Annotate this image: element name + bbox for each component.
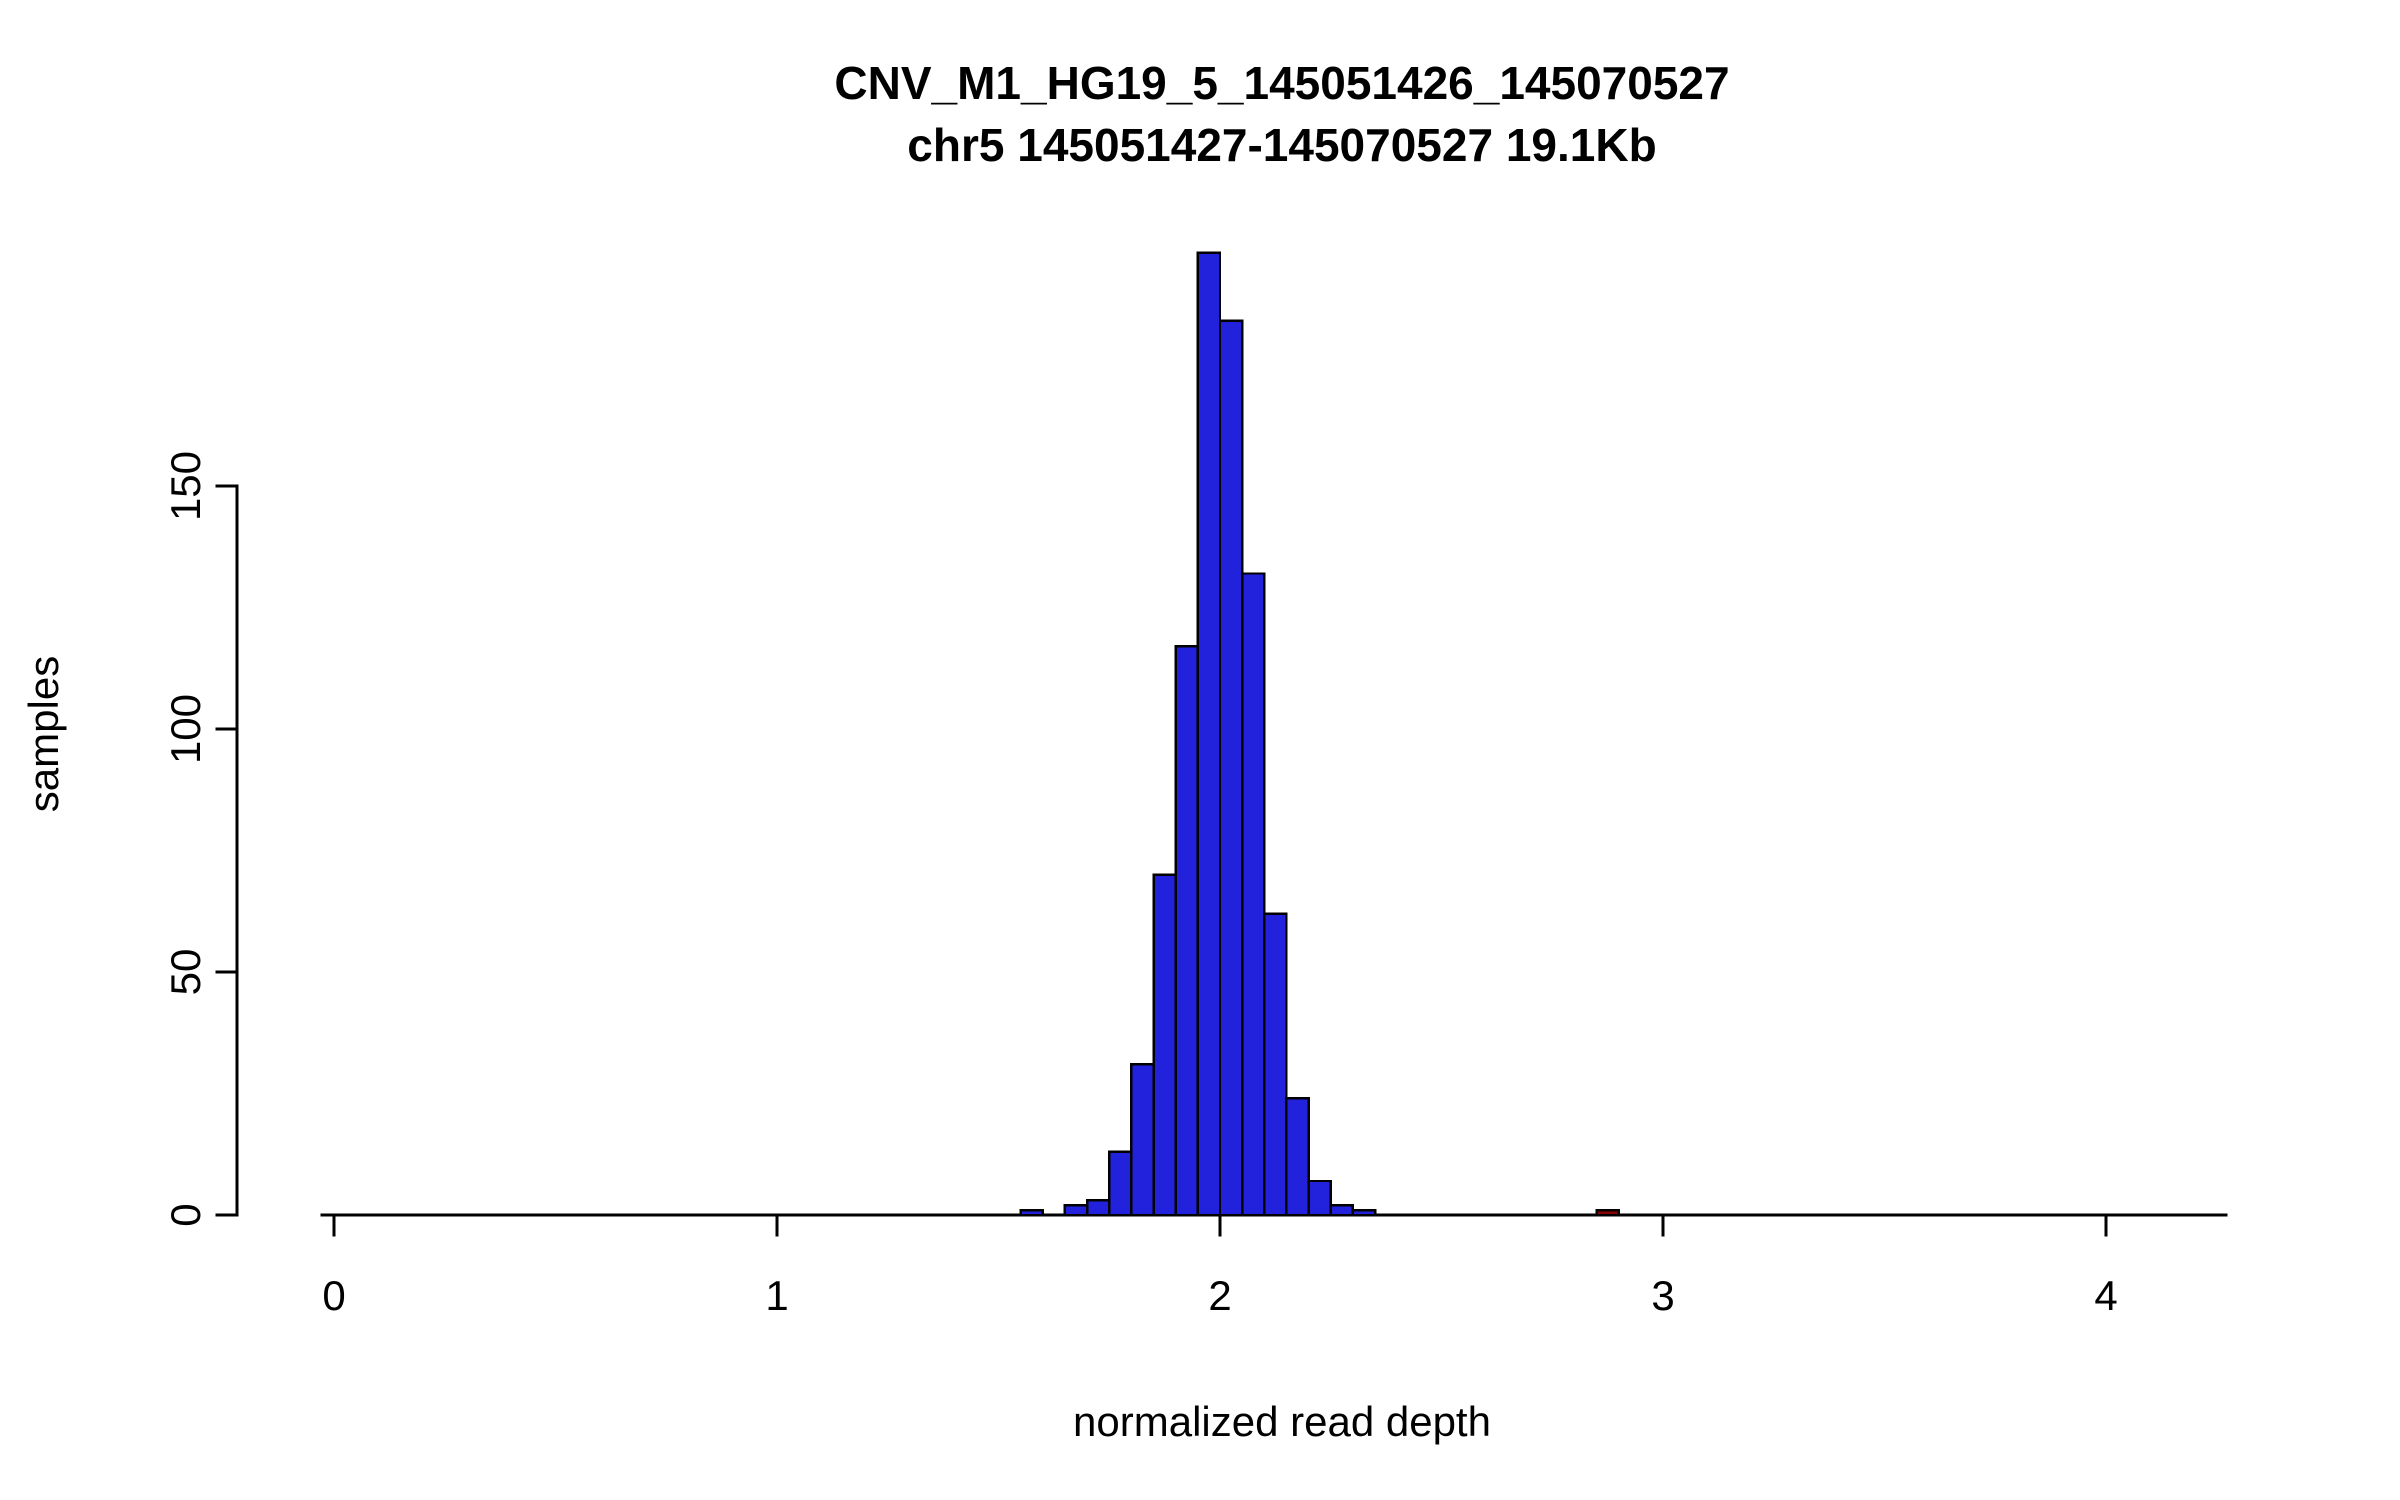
x-tick-label: 4: [2094, 1272, 2117, 1319]
x-tick-label: 2: [1208, 1272, 1231, 1319]
x-tick-label: 0: [322, 1272, 345, 1319]
histogram-bar: [1174, 645, 1200, 1217]
y-tick-label: 150: [162, 451, 209, 521]
histogram-bar: [1218, 319, 1244, 1217]
y-tick-label: 50: [162, 949, 209, 996]
histogram-bar: [1196, 251, 1222, 1217]
histogram-bar: [1351, 1208, 1377, 1217]
histogram-bar: [1595, 1208, 1620, 1217]
x-tick-label: 1: [765, 1272, 788, 1319]
y-tick-label: 100: [162, 694, 209, 764]
histogram-bar: [1263, 912, 1288, 1217]
x-axis-label: normalized read depth: [1073, 1398, 1491, 1445]
histogram-bar: [1063, 1204, 1089, 1217]
histogram-bar: [1108, 1150, 1133, 1217]
histogram-bar: [1307, 1179, 1332, 1217]
histogram-bar: [1130, 1063, 1155, 1217]
histogram-bar: [1019, 1208, 1045, 1217]
chart-title: CNV_M1_HG19_5_145051426_145070527: [834, 57, 1730, 109]
x-tick-label: 3: [1651, 1272, 1674, 1319]
histogram-bar: [1152, 873, 1177, 1217]
chart-subtitle: chr5 145051427-145070527 19.1Kb: [907, 119, 1657, 172]
y-axis-label: samples: [20, 655, 67, 813]
histogram-bar: [1329, 1204, 1355, 1217]
histogram-bar: [1285, 1097, 1310, 1217]
histogram-bar: [1085, 1199, 1111, 1217]
histogram-bar: [1240, 572, 1266, 1217]
y-tick-label: 0: [162, 1203, 209, 1226]
chart-title-block: CNV_M1_HG19_5_145051426_145070527 chr5 1…: [834, 52, 1729, 176]
